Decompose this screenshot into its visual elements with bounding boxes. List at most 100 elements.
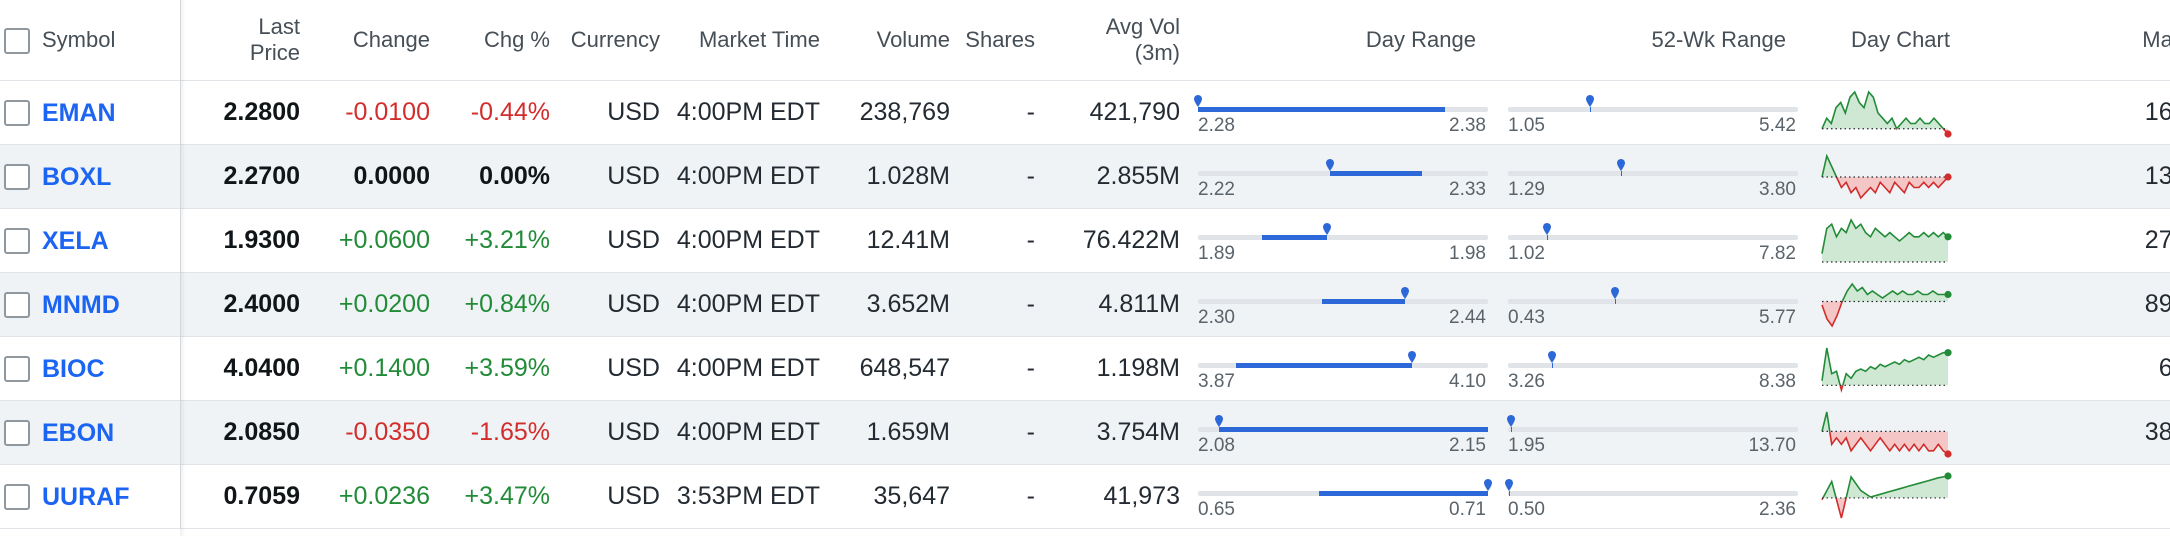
wk52-range-low: 0.50 bbox=[1508, 499, 1545, 520]
header-chg-pct[interactable]: Chg % bbox=[440, 0, 560, 81]
header-market-cap[interactable]: Market Cap bbox=[1960, 0, 2170, 81]
wk52-range-high: 7.82 bbox=[1759, 243, 1796, 264]
wk52-range-cell: 0.43 5.77 bbox=[1500, 272, 1810, 337]
day-range-track bbox=[1198, 223, 1488, 240]
day-sparkline bbox=[1821, 89, 1952, 138]
day-range-pointer-icon bbox=[1401, 287, 1410, 299]
day-sparkline bbox=[1821, 347, 1952, 393]
day-range-fill bbox=[1329, 171, 1423, 176]
avg-volume: 3.754M bbox=[1045, 400, 1190, 465]
day-chart-cell[interactable] bbox=[1810, 208, 1960, 273]
symbol-link[interactable]: XELA bbox=[42, 226, 109, 255]
day-range-fill bbox=[1235, 363, 1413, 368]
sparkline-area-up bbox=[1822, 91, 1948, 129]
sparkline-line-down bbox=[1821, 301, 1844, 328]
map-pin-icon bbox=[1610, 287, 1619, 299]
wk52-range-bar: 0.43 5.77 bbox=[1500, 273, 1810, 336]
sparkline-end-dot bbox=[1944, 172, 1952, 181]
day-chart-cell[interactable] bbox=[1810, 336, 1960, 401]
row-checkbox[interactable] bbox=[4, 99, 30, 126]
row-checkbox[interactable] bbox=[4, 483, 30, 510]
header-symbol[interactable]: Symbol bbox=[0, 0, 181, 81]
symbol-cell: MNMD bbox=[0, 272, 181, 337]
wk52-range-fill bbox=[1508, 491, 1511, 496]
wk52-range-cell: 1.05 5.42 bbox=[1500, 80, 1810, 145]
avg-volume: 41,973 bbox=[1045, 464, 1190, 529]
day-range-low: 2.28 bbox=[1198, 115, 1235, 136]
row-checkbox[interactable] bbox=[4, 163, 30, 190]
symbol-link[interactable]: BIOC bbox=[42, 354, 105, 383]
day-chart-cell[interactable] bbox=[1810, 272, 1960, 337]
market-time: 4:00PM EDT bbox=[670, 272, 830, 337]
day-range-fill bbox=[1218, 427, 1488, 432]
wk52-range-bar: 1.95 13.70 bbox=[1500, 401, 1810, 464]
day-sparkline bbox=[1821, 217, 1952, 263]
volume: 1.028M bbox=[830, 144, 960, 209]
sparkline-line-down bbox=[1821, 430, 1949, 455]
table-row-ebon[interactable]: EBON 2.0850 -0.0350 -1.65% USD 4:00PM ED… bbox=[0, 400, 2170, 465]
wk52-range-bar: 3.26 8.38 bbox=[1500, 337, 1810, 400]
wk52-range-fill bbox=[1589, 107, 1591, 112]
change-percent: +3.47% bbox=[440, 464, 560, 529]
header-change[interactable]: Change bbox=[310, 0, 440, 81]
avg-volume: 1.198M bbox=[1045, 336, 1190, 401]
wk52-range-track bbox=[1504, 479, 1798, 496]
wk52-range-track bbox=[1508, 287, 1798, 304]
sparkline-line-up bbox=[1822, 474, 1949, 498]
change-percent: -1.65% bbox=[440, 400, 560, 465]
table-row-eman[interactable]: EMAN 2.2800 -0.0100 -0.44% USD 4:00PM ED… bbox=[0, 80, 2170, 145]
row-checkbox[interactable] bbox=[4, 355, 30, 382]
symbol-link[interactable]: BOXL bbox=[42, 162, 112, 191]
row-checkbox[interactable] bbox=[4, 291, 30, 318]
table-row-boxl[interactable]: BOXL 2.2700 0.0000 0.00% USD 4:00PM EDT … bbox=[0, 144, 2170, 209]
wk52-range-low: 3.26 bbox=[1508, 371, 1545, 392]
day-range-track bbox=[1198, 479, 1492, 496]
day-chart-cell[interactable] bbox=[1810, 400, 1960, 465]
sparkline-area-up bbox=[1822, 347, 1948, 385]
day-range-high: 0.71 bbox=[1449, 499, 1486, 520]
symbol-link[interactable]: MNMD bbox=[42, 290, 120, 319]
table-row-uuraf[interactable]: UURAF 0.7059 +0.0236 +3.47% USD 3:53PM E… bbox=[0, 464, 2170, 529]
change-value: 0.0000 bbox=[310, 144, 440, 209]
wk52-range-pointer-icon bbox=[1542, 223, 1551, 235]
day-range-low: 1.89 bbox=[1198, 243, 1235, 264]
day-chart-cell[interactable] bbox=[1810, 464, 1960, 529]
market-cap: 135.876M bbox=[1960, 144, 2170, 209]
header-market-time[interactable]: Market Time bbox=[670, 0, 830, 81]
wk52-range-low: 1.05 bbox=[1508, 115, 1545, 136]
wk52-range-high: 13.70 bbox=[1748, 435, 1796, 456]
map-pin-icon bbox=[1194, 95, 1202, 107]
wk52-range-fill bbox=[1614, 299, 1617, 304]
sparkline-line-down bbox=[1821, 497, 1847, 518]
day-range-low: 0.65 bbox=[1198, 499, 1235, 520]
day-range-fill bbox=[1318, 491, 1488, 496]
market-time: 4:00PM EDT bbox=[670, 400, 830, 465]
symbol-link[interactable]: EBON bbox=[42, 418, 115, 447]
sparkline-area-down bbox=[1822, 430, 1948, 454]
header-shares[interactable]: Shares bbox=[960, 0, 1045, 81]
map-pin-icon bbox=[1507, 415, 1516, 427]
header-last-price[interactable]: Last Price bbox=[180, 0, 310, 81]
day-chart-cell[interactable] bbox=[1810, 80, 1960, 145]
day-chart-cell[interactable] bbox=[1810, 144, 1960, 209]
symbol-link[interactable]: UURAF bbox=[42, 482, 130, 511]
day-range-high: 2.38 bbox=[1449, 115, 1486, 136]
header-52wk-range[interactable]: 52-Wk Range bbox=[1500, 0, 1810, 81]
table-row-mnmd[interactable]: MNMD 2.4000 +0.0200 +0.84% USD 4:00PM ED… bbox=[0, 272, 2170, 337]
header-volume[interactable]: Volume bbox=[830, 0, 960, 81]
day-sparkline bbox=[1821, 471, 1952, 518]
wk52-range-pointer-icon bbox=[1610, 287, 1619, 299]
header-avg-vol[interactable]: Avg Vol (3m) bbox=[1045, 0, 1190, 81]
header-currency[interactable]: Currency bbox=[560, 0, 670, 81]
volume: 12.41M bbox=[830, 208, 960, 273]
table-row-xela[interactable]: XELA 1.9300 +0.0600 +3.21% USD 4:00PM ED… bbox=[0, 208, 2170, 273]
header-day-range[interactable]: Day Range bbox=[1190, 0, 1500, 81]
symbol-link[interactable]: EMAN bbox=[42, 98, 116, 127]
table-header-row: Symbol Last Price Change Chg % Currency M… bbox=[0, 0, 2170, 81]
select-all-checkbox[interactable] bbox=[4, 27, 30, 54]
market-time: 4:00PM EDT bbox=[670, 144, 830, 209]
row-checkbox[interactable] bbox=[4, 227, 30, 254]
row-checkbox[interactable] bbox=[4, 419, 30, 446]
currency: USD bbox=[560, 400, 670, 465]
table-row-bioc[interactable]: BIOC 4.0400 +0.1400 +3.59% USD 4:00PM ED… bbox=[0, 336, 2170, 401]
